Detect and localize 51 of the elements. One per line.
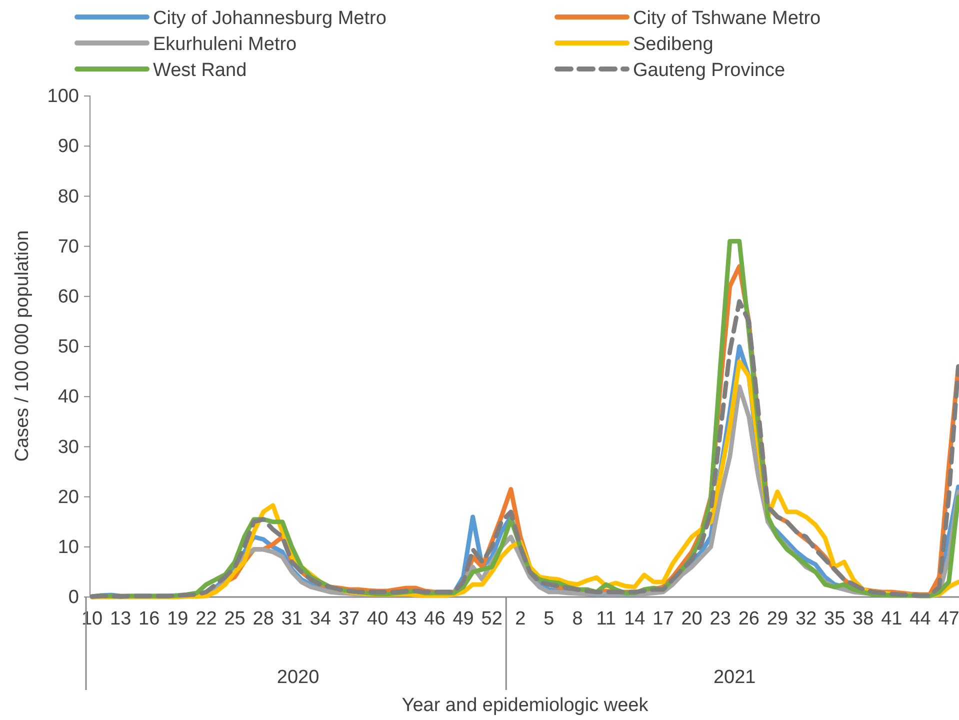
x-tick-label: 2 (515, 608, 526, 630)
x-tick-label: 41 (881, 608, 902, 630)
x-tick-label: 8 (572, 608, 583, 630)
x-tick-label: 23 (710, 608, 731, 630)
y-tick-label: 0 (68, 587, 79, 608)
legend-label: Sedibeng (633, 34, 714, 55)
x-tick-label: 34 (310, 608, 332, 630)
x-tick-label: 16 (138, 608, 160, 630)
y-tick-label: 10 (58, 536, 79, 558)
x-tick-label: 25 (224, 608, 246, 630)
x-tick-label: 20 (681, 608, 702, 630)
y-tick-label: 70 (58, 236, 79, 258)
x-tick-label: 22 (196, 608, 217, 630)
x-tick-label: 32 (795, 608, 817, 630)
legend-label: City of Tshwane Metro (633, 8, 821, 29)
x-tick-label: 38 (852, 608, 874, 630)
x-tick-label: 44 (910, 608, 932, 630)
x-tick-label: 28 (252, 608, 274, 630)
x-tick-label: 40 (367, 608, 388, 630)
y-tick-label: 90 (58, 136, 79, 158)
x-tick-label: 19 (167, 608, 188, 630)
x-tick-label: 13 (110, 608, 132, 630)
x-tick-label: 47 (938, 608, 959, 630)
x-tick-label: 35 (824, 608, 846, 630)
y-tick-label: 40 (58, 386, 79, 408)
legend-label: City of Johannesburg Metro (153, 8, 386, 29)
y-axis-title: Cases / 100 000 population (12, 230, 33, 462)
x-tick-label: 37 (338, 608, 360, 630)
x-axis-title: Year and epidemiologic week (402, 695, 649, 716)
x-tick-label: 46 (424, 608, 446, 630)
x-tick-label: 26 (738, 608, 760, 630)
y-tick-label: 30 (58, 436, 79, 458)
legend-label: Gauteng Province (633, 60, 786, 81)
text: 2021 (713, 667, 756, 688)
y-tick-label: 60 (58, 286, 79, 308)
y-tick-label: 20 (58, 486, 79, 508)
x-tick-label: 43 (396, 608, 417, 630)
x-tick-label: 14 (624, 608, 646, 630)
text: 2020 (276, 667, 320, 688)
x-tick-label: 52 (481, 608, 502, 630)
legend-label: Ekurhuleni Metro (153, 34, 297, 55)
legend-label: West Rand (153, 60, 247, 81)
x-tick-label: 49 (452, 608, 474, 630)
x-tick-label: 11 (596, 608, 616, 630)
y-tick-label: 100 (47, 86, 79, 108)
x-tick-label: 31 (281, 608, 302, 630)
x-tick-label: 5 (544, 608, 554, 630)
y-tick-label: 50 (58, 336, 79, 358)
x-tick-label: 29 (766, 608, 788, 630)
x-tick-label: 17 (652, 608, 674, 630)
y-tick-label: 80 (58, 186, 79, 208)
